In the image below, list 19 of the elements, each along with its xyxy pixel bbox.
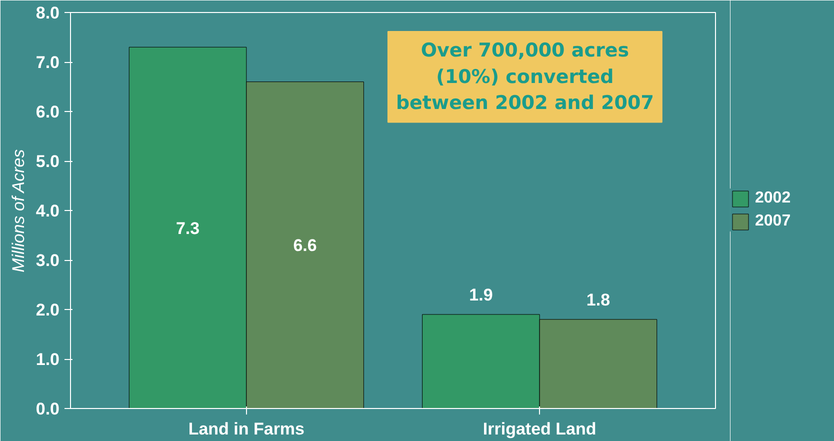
y-tick-label: 3.0 — [36, 251, 60, 270]
data-label: 6.6 — [293, 236, 317, 256]
data-label: 7.3 — [176, 218, 200, 238]
y-tick-label: 5.0 — [36, 152, 60, 171]
data-label: 1.8 — [586, 290, 610, 310]
data-label: 1.9 — [469, 286, 493, 305]
annotation: Over 700,000 acres (10%) converted between 2002 and 2007 — [396, 39, 654, 114]
y-tick-label: 2.0 — [36, 300, 60, 320]
y-tick-label: 7.0 — [36, 53, 60, 72]
y-tick-label: 8.0 — [36, 4, 60, 22]
y-tick-label: 4.0 — [36, 202, 60, 220]
y-axis-title: Millions of Acres — [8, 148, 28, 272]
y-tick-label: 0.0 — [36, 400, 60, 418]
x-tick-label: Irrigated Land — [482, 420, 596, 438]
y-tick-label: 6.0 — [36, 102, 60, 122]
y-tick-label: 1.0 — [36, 350, 60, 369]
legend-label: 2002 — [755, 190, 791, 208]
legend-label: 2007 — [755, 212, 791, 230]
x-tick-label: Land in Farms — [188, 420, 305, 438]
